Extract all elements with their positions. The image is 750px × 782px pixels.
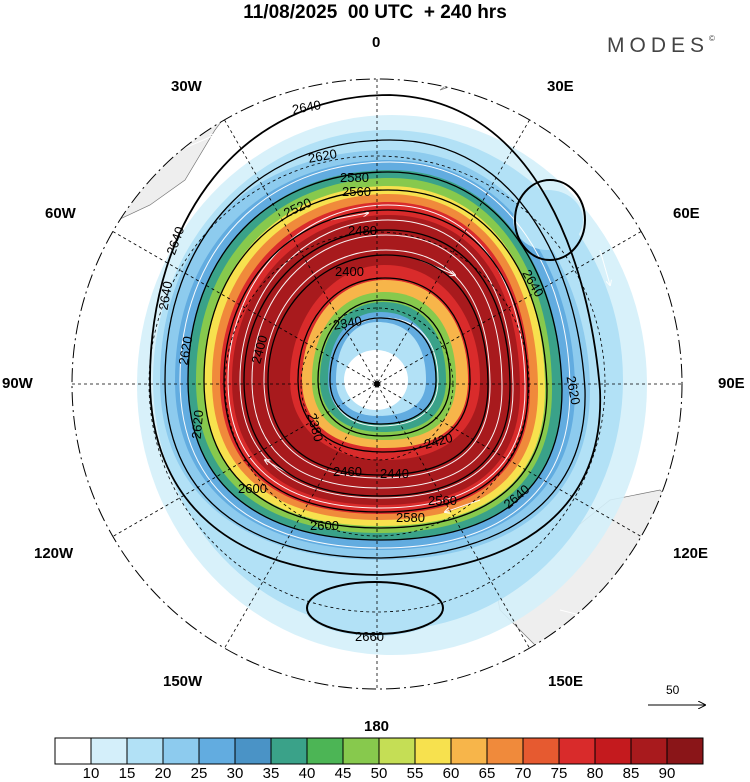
- colorbar-swatch: [162, 737, 200, 765]
- colorbar-swatch: [486, 737, 524, 765]
- lon-label-180: 180: [364, 718, 390, 735]
- colorbar: [54, 737, 704, 765]
- contour-label: 2580: [340, 170, 369, 185]
- lon-label-120e: 120E: [673, 545, 709, 562]
- contour-label: 2440: [380, 466, 409, 481]
- lon-label-30w: 30W: [171, 78, 202, 95]
- contour-label: 2640: [156, 280, 176, 311]
- colorbar-tick-label: 85: [622, 765, 640, 782]
- contour-label: 2620: [189, 409, 206, 439]
- colorbar-tick-label: 60: [442, 765, 460, 782]
- colorbar-tick-label: 90: [658, 765, 676, 782]
- colorbar-swatch: [594, 737, 632, 765]
- colorbar-tick-label: 15: [118, 765, 136, 782]
- colorbar-tick-label: 40: [298, 765, 316, 782]
- colorbar-swatch: [414, 737, 452, 765]
- lon-label-90e: 90E: [718, 375, 745, 392]
- colorbar-swatch: [342, 737, 380, 765]
- contour-label: 2640: [291, 97, 322, 117]
- brand-logo: MODES©: [607, 34, 715, 58]
- colorbar-swatch: [666, 737, 704, 765]
- colorbar-tick-label: 70: [514, 765, 532, 782]
- colorbar-swatch: [522, 737, 560, 765]
- colorbar-swatch: [630, 737, 668, 765]
- colorbar-tick-label: 50: [370, 765, 388, 782]
- colorbar-swatch: [54, 737, 92, 765]
- lon-label-60e: 60E: [673, 205, 700, 222]
- lon-label-120w: 120W: [34, 545, 74, 562]
- contour-label: 2400: [248, 333, 270, 365]
- copyright-mark: ©: [709, 34, 715, 43]
- colorbar-swatch: [306, 737, 344, 765]
- colorbar-tick-label: 30: [226, 765, 244, 782]
- brand-name: MODES: [607, 34, 710, 57]
- pole-dot: [374, 381, 380, 387]
- colorbar-swatch: [378, 737, 416, 765]
- contour-label: 2420: [422, 430, 454, 452]
- map-border: [71, 78, 683, 690]
- colorbar-tick-label: 10: [82, 765, 100, 782]
- colorbar-swatch: [450, 737, 488, 765]
- lon-label-0: 0: [372, 34, 381, 51]
- contour-label: 2340: [332, 313, 363, 333]
- colorbar-swatch: [126, 737, 164, 765]
- wind-vectors: [179, 135, 610, 635]
- colorbar-tick-label: 45: [334, 765, 352, 782]
- colorbar-tick-label: 65: [478, 765, 496, 782]
- colorbar-swatch: [90, 737, 128, 765]
- map-title: 11/08/2025 00 UTC + 240 hrs: [243, 2, 507, 23]
- contour-label: 2380: [304, 411, 326, 443]
- lon-label-30e: 30E: [547, 78, 574, 95]
- contour-label: 2600: [238, 481, 267, 496]
- lon-label-150e: 150E: [548, 673, 584, 690]
- wind-speed-shading: [137, 115, 647, 655]
- contour-label-group: 2640 2620 2580 2560 2520 2480 2400 2340 …: [156, 97, 584, 644]
- contour-label: 2660: [355, 629, 384, 644]
- colorbar-tick-label: 25: [190, 765, 208, 782]
- contour-label: 2480: [348, 223, 377, 238]
- colorbar-tick-label: 35: [262, 765, 280, 782]
- contour-label: 2620: [307, 146, 338, 166]
- contour-label: 2620: [176, 335, 196, 366]
- colorbar-tick-label: 80: [586, 765, 604, 782]
- contour-label: 2580: [396, 510, 425, 525]
- colorbar-tick-label: 20: [154, 765, 172, 782]
- colorbar-swatch: [234, 737, 272, 765]
- contour-label: 2400: [335, 264, 364, 279]
- contour-label: 2460: [333, 464, 362, 479]
- colorbar-swatch: [270, 737, 308, 765]
- colorbar-swatch: [558, 737, 596, 765]
- contour-label: 2600: [310, 518, 339, 533]
- vector-scale-label: 50: [666, 683, 680, 697]
- colorbar-swatch: [198, 737, 236, 765]
- contour-label: 2560: [428, 493, 457, 508]
- contour-label: 2560: [342, 184, 371, 199]
- lon-label-60w: 60W: [45, 205, 76, 222]
- lon-label-150w: 150W: [163, 673, 203, 690]
- lon-label-90w: 90W: [2, 375, 33, 392]
- colorbar-tick-label: 55: [406, 765, 424, 782]
- colorbar-tick-label: 75: [550, 765, 568, 782]
- graticule: [72, 79, 682, 689]
- contour-label: 2620: [564, 375, 584, 406]
